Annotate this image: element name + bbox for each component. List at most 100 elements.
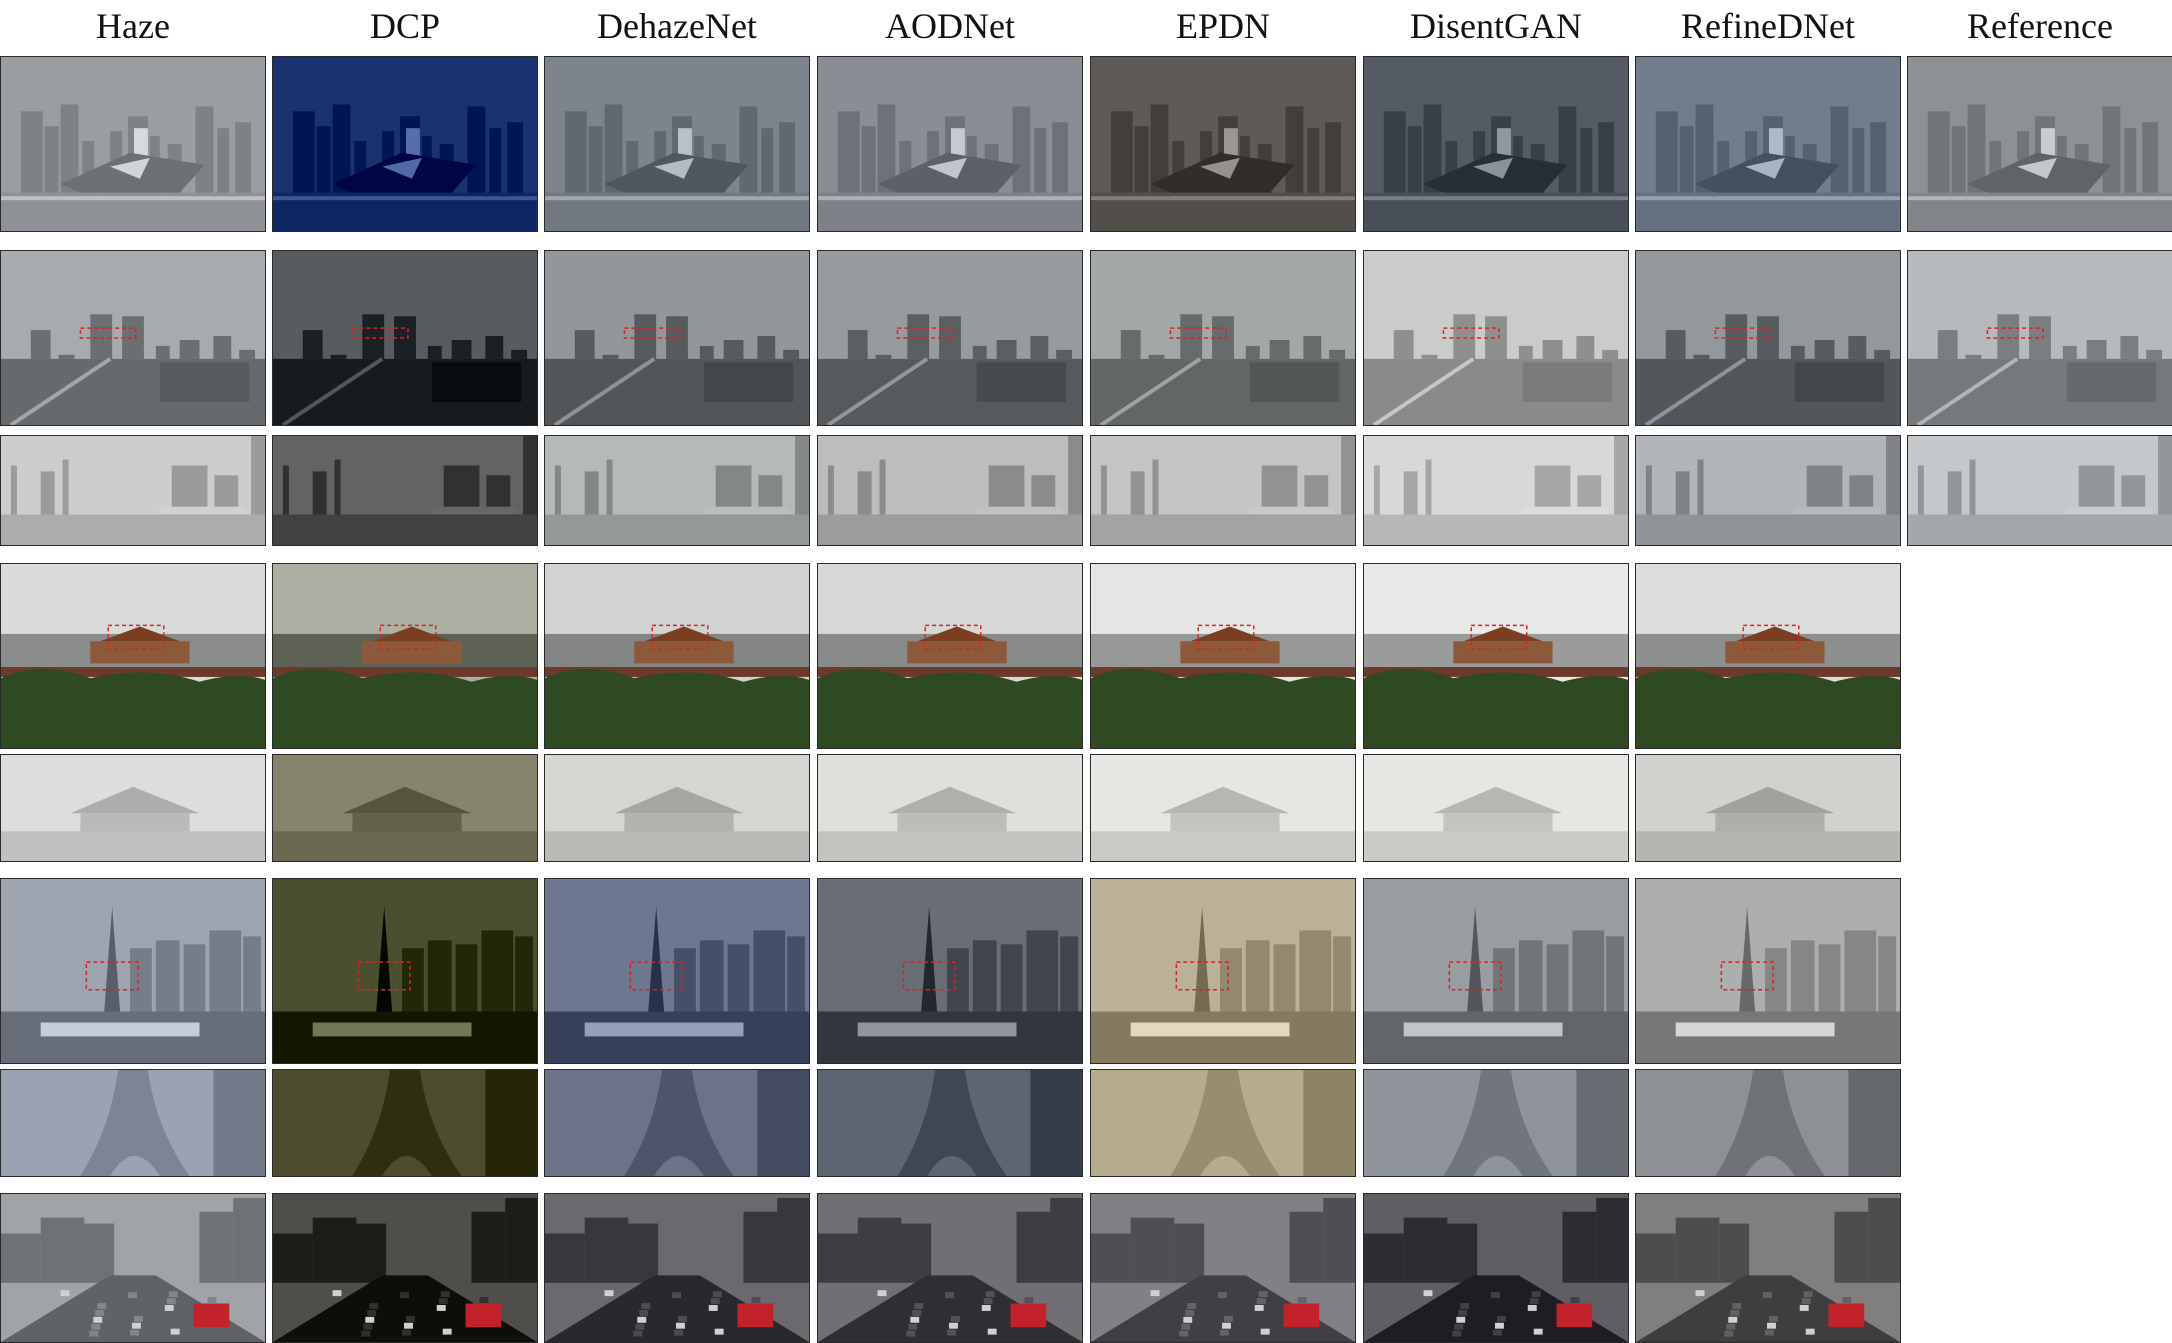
- image-palace-refinednet: [1635, 563, 1901, 749]
- scene-tower-zoom-picture: [818, 1070, 1082, 1176]
- column-header-refinednet: RefineDNet: [1681, 6, 1855, 46]
- scene-tower-city-picture: [273, 879, 537, 1063]
- image-tower-city-haze: [0, 878, 266, 1064]
- scene-palace-zoom-picture: [273, 755, 537, 861]
- image-tower-zoom-haze: [0, 1069, 266, 1177]
- image-palace-disentgan: [1363, 563, 1629, 749]
- scene-tower-zoom-picture: [273, 1070, 537, 1176]
- scene-palace-picture: [818, 564, 1082, 748]
- image-street-traffic-haze: [0, 1193, 266, 1343]
- image-tower-zoom-aodnet: [817, 1069, 1083, 1177]
- image-palace-zoom-dehazenet: [544, 754, 810, 862]
- image-tower-zoom-disentgan: [1363, 1069, 1629, 1177]
- image-palace-aodnet: [817, 563, 1083, 749]
- image-city-skyline-epdn: [1090, 56, 1356, 232]
- scene-city-skyline-picture: [1364, 57, 1628, 231]
- image-palace-zoom-haze: [0, 754, 266, 862]
- image-tower-city-dcp: [272, 878, 538, 1064]
- image-city-overview-zoom-dehazenet: [544, 435, 810, 546]
- scene-street-traffic-picture: [273, 1194, 537, 1342]
- image-street-traffic-disentgan: [1363, 1193, 1629, 1343]
- image-city-overview-haze: [0, 250, 266, 426]
- scene-street-traffic-picture: [1636, 1194, 1900, 1342]
- image-city-overview-zoom-epdn: [1090, 435, 1356, 546]
- image-tower-city-refinednet: [1635, 878, 1901, 1064]
- image-city-overview-aodnet: [817, 250, 1083, 426]
- scene-tower-city-picture: [545, 879, 809, 1063]
- image-city-overview-disentgan: [1363, 250, 1629, 426]
- image-tower-zoom-dcp: [272, 1069, 538, 1177]
- scene-city-overview-zoom-picture: [1091, 436, 1355, 545]
- image-city-skyline-refinednet: [1635, 56, 1901, 232]
- scene-city-skyline-picture: [1091, 57, 1355, 231]
- image-palace-zoom-disentgan: [1363, 754, 1629, 862]
- column-header-haze: Haze: [96, 6, 170, 46]
- scene-city-skyline-picture: [545, 57, 809, 231]
- image-palace-dcp: [272, 563, 538, 749]
- scene-street-traffic-picture: [1364, 1194, 1628, 1342]
- image-palace-epdn: [1090, 563, 1356, 749]
- scene-tower-city-picture: [1636, 879, 1900, 1063]
- scene-palace-zoom-picture: [1636, 755, 1900, 861]
- column-header-dcp: DCP: [369, 6, 441, 46]
- column-header-dehazenet: DehazeNet: [597, 6, 757, 46]
- scene-city-overview-zoom-picture: [1636, 436, 1900, 545]
- scene-tower-city-picture: [818, 879, 1082, 1063]
- image-street-traffic-aodnet: [817, 1193, 1083, 1343]
- image-palace-zoom-dcp: [272, 754, 538, 862]
- scene-city-overview-picture: [1908, 251, 2172, 425]
- scene-tower-zoom-picture: [1364, 1070, 1628, 1176]
- image-city-overview-epdn: [1090, 250, 1356, 426]
- image-city-skyline-dehazenet: [544, 56, 810, 232]
- scene-city-skyline-picture: [273, 57, 537, 231]
- image-city-overview-zoom-aodnet: [817, 435, 1083, 546]
- scene-palace-zoom-picture: [818, 755, 1082, 861]
- image-street-traffic-epdn: [1090, 1193, 1356, 1343]
- image-palace-dehazenet: [544, 563, 810, 749]
- scene-city-overview-picture: [1, 251, 265, 425]
- scene-city-overview-picture: [1364, 251, 1628, 425]
- scene-palace-zoom-picture: [1, 755, 265, 861]
- column-header-aodnet: AODNet: [885, 6, 1015, 46]
- column-header-disentgan: DisentGAN: [1410, 6, 1582, 46]
- scene-city-overview-zoom-picture: [273, 436, 537, 545]
- image-city-overview-dcp: [272, 250, 538, 426]
- column-header-reference: Reference: [1967, 6, 2113, 46]
- scene-tower-city-picture: [1364, 879, 1628, 1063]
- image-city-skyline-reference: [1907, 56, 2172, 232]
- scene-city-skyline-picture: [1636, 57, 1900, 231]
- image-palace-zoom-epdn: [1090, 754, 1356, 862]
- scene-street-traffic-picture: [1, 1194, 265, 1342]
- image-tower-zoom-dehazenet: [544, 1069, 810, 1177]
- image-city-overview-zoom-dcp: [272, 435, 538, 546]
- scene-street-traffic-picture: [545, 1194, 809, 1342]
- scene-palace-picture: [545, 564, 809, 748]
- image-city-overview-reference: [1907, 250, 2172, 426]
- scene-city-overview-picture: [1091, 251, 1355, 425]
- scene-city-overview-zoom-picture: [545, 436, 809, 545]
- image-street-traffic-refinednet: [1635, 1193, 1901, 1343]
- image-tower-city-disentgan: [1363, 878, 1629, 1064]
- scene-city-overview-picture: [1636, 251, 1900, 425]
- scene-tower-zoom-picture: [1636, 1070, 1900, 1176]
- scene-palace-picture: [1636, 564, 1900, 748]
- scene-city-overview-zoom-picture: [1, 436, 265, 545]
- scene-tower-city-picture: [1091, 879, 1355, 1063]
- image-city-overview-refinednet: [1635, 250, 1901, 426]
- image-street-traffic-dehazenet: [544, 1193, 810, 1343]
- scene-palace-picture: [1091, 564, 1355, 748]
- image-city-overview-dehazenet: [544, 250, 810, 426]
- scene-palace-picture: [1, 564, 265, 748]
- scene-tower-zoom-picture: [1091, 1070, 1355, 1176]
- image-city-skyline-aodnet: [817, 56, 1083, 232]
- image-tower-zoom-refinednet: [1635, 1069, 1901, 1177]
- scene-street-traffic-picture: [818, 1194, 1082, 1342]
- image-palace-zoom-aodnet: [817, 754, 1083, 862]
- scene-city-overview-picture: [273, 251, 537, 425]
- image-street-traffic-dcp: [272, 1193, 538, 1343]
- image-palace-haze: [0, 563, 266, 749]
- image-tower-city-epdn: [1090, 878, 1356, 1064]
- image-tower-zoom-epdn: [1090, 1069, 1356, 1177]
- image-tower-city-aodnet: [817, 878, 1083, 1064]
